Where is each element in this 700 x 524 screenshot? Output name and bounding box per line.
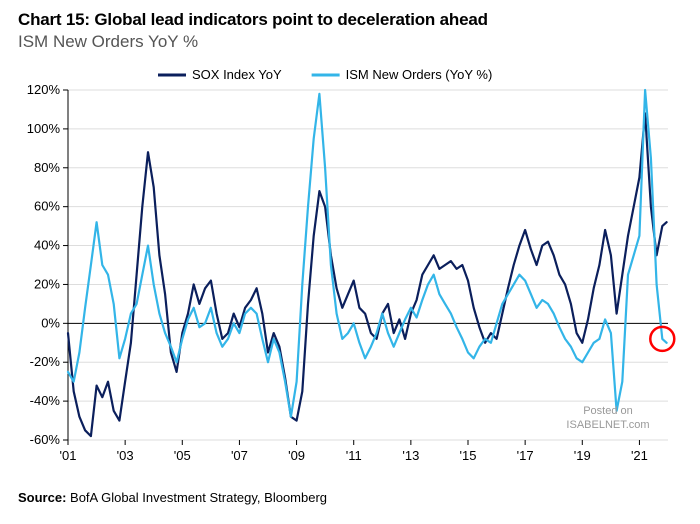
legend-label: SOX Index YoY <box>192 67 282 82</box>
legend-label: ISM New Orders (YoY %) <box>346 67 493 82</box>
x-axis-label: '11 <box>346 448 362 463</box>
source-text: BofA Global Investment Strategy, Bloombe… <box>66 490 327 505</box>
watermark-line2: ISABELNET.com <box>566 419 649 431</box>
y-axis-label: -60% <box>30 432 61 447</box>
x-axis-label: '03 <box>117 448 134 463</box>
x-axis-label: '13 <box>402 448 419 463</box>
chart-area: -60% -40% -20% 0% 20% 40% 60% 80% 100% 120% '01 '03… <box>18 60 682 470</box>
x-axis-label: '09 <box>288 448 305 463</box>
chart-page: Chart 15: Global lead indicators point t… <box>0 0 700 524</box>
y-axis-label: 80% <box>34 160 60 175</box>
y-axis-label: 20% <box>34 276 60 291</box>
y-axis-label: 0% <box>41 315 60 330</box>
x-axis-label: '15 <box>460 448 477 463</box>
y-axis-label: 100% <box>27 121 61 136</box>
chart-subtitle: ISM New Orders YoY % <box>18 32 198 52</box>
line-chart-svg: -60% -40% -20% 0% 20% 40% 60% 80% 100% 120% '01 '03… <box>18 60 682 470</box>
source-line: Source: BofA Global Investment Strategy,… <box>18 490 327 505</box>
x-axis-label: '17 <box>517 448 534 463</box>
y-axis-label: -40% <box>30 393 61 408</box>
series-line <box>68 90 667 417</box>
watermark-line1: Posted on <box>583 405 633 417</box>
y-axis-label: 40% <box>34 238 60 253</box>
source-label: Source: <box>18 490 66 505</box>
x-axis-label: '07 <box>231 448 248 463</box>
y-axis-label: 120% <box>27 82 61 97</box>
chart-title: Chart 15: Global lead indicators point t… <box>18 10 488 30</box>
x-axis-label: '05 <box>174 448 191 463</box>
x-axis-label: '19 <box>574 448 591 463</box>
series-line <box>68 113 667 436</box>
x-axis-label: '21 <box>631 448 648 463</box>
y-axis-label: 60% <box>34 199 60 214</box>
x-axis-label: '01 <box>60 448 77 463</box>
y-axis-label: -20% <box>30 354 61 369</box>
